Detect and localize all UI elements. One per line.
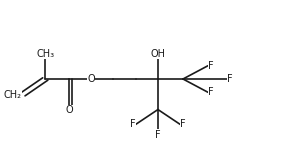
Text: F: F — [180, 119, 186, 129]
Text: O: O — [65, 105, 73, 115]
Text: F: F — [155, 130, 161, 140]
Text: CH₂: CH₂ — [3, 90, 21, 100]
Text: F: F — [208, 87, 214, 97]
Text: CH₃: CH₃ — [36, 49, 54, 59]
Text: O: O — [87, 74, 95, 84]
Text: F: F — [208, 61, 214, 71]
Text: OH: OH — [150, 49, 165, 59]
Text: F: F — [228, 74, 233, 84]
Text: F: F — [130, 119, 136, 129]
